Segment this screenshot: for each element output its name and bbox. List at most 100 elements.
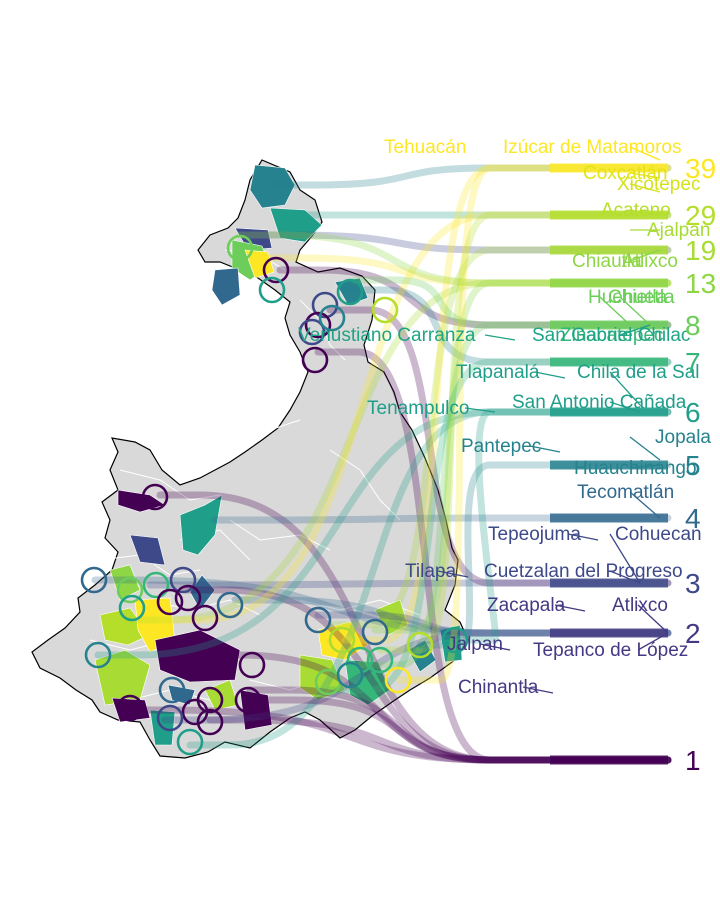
municipality-patch (374, 599, 409, 636)
municipality-label: Huehuetla (588, 287, 675, 308)
rank-label-29: 29 (685, 200, 716, 231)
municipality-marker (304, 311, 332, 339)
leader-line (629, 172, 661, 179)
leader-line (609, 401, 641, 413)
municipality-marker (169, 566, 197, 594)
municipality-marker (346, 646, 374, 674)
municipality-label: Atlixco (622, 251, 678, 272)
municipality-label: Xicotepec (617, 174, 700, 195)
municipality-label: Tecomatlán (577, 482, 674, 503)
municipality-label: Chila de la Sal (577, 362, 700, 383)
municipality-label: San Gabriel Chilac (532, 325, 690, 346)
flow-line (356, 321, 672, 669)
municipality-marker (234, 686, 262, 714)
leader-line (637, 632, 669, 651)
municipality-label: Jalpan (447, 634, 503, 655)
municipality-marker (336, 278, 364, 306)
rank-label-13: 13 (685, 268, 716, 299)
rank-label-4: 4 (685, 503, 701, 534)
flow-line (326, 358, 672, 694)
leader-line (534, 371, 566, 379)
flow-line (126, 706, 672, 764)
leader-line (609, 570, 641, 584)
municipality-label: Izúcar de Matamoros (503, 137, 681, 158)
flow-line (126, 279, 672, 624)
municipality-label: Tehuacán (384, 137, 466, 158)
flow-line (341, 164, 672, 644)
municipality-marker (328, 626, 356, 654)
municipality-label: Coxcatlán (583, 163, 668, 184)
leader-line (629, 183, 661, 193)
municipality-marker (258, 276, 286, 304)
municipality-marker (298, 318, 326, 346)
municipal-border (99, 554, 201, 576)
flow-line (351, 276, 672, 329)
leader-line (629, 491, 661, 519)
leader-line (629, 209, 661, 216)
leader-line (609, 371, 641, 406)
flow-line (181, 586, 672, 764)
rank-label-8: 8 (685, 310, 701, 341)
municipality-marker (311, 291, 339, 319)
municipality-marker (238, 651, 266, 679)
leader-line (464, 407, 496, 413)
leader-line (629, 249, 661, 262)
leader-line (484, 334, 516, 341)
municipality-label: Zacapala (487, 595, 566, 616)
flow-line (211, 514, 672, 524)
municipality-patch (189, 574, 216, 611)
municipality-marker (406, 631, 434, 659)
municipality-label: Venustiano Carranza (298, 325, 476, 346)
municipality-patch (244, 249, 275, 279)
municipality-marker (262, 256, 290, 284)
municipality-label: Chietla (608, 287, 668, 308)
leader-line (629, 436, 661, 461)
flow-line (196, 651, 672, 764)
leader-line (609, 533, 641, 584)
municipal-border (229, 519, 331, 551)
municipality-label: Cohuecan (615, 524, 702, 545)
municipality-marker (441, 626, 469, 654)
municipality-marker (156, 704, 184, 732)
municipality-marker (142, 571, 170, 599)
rank-label-39: 39 (685, 153, 716, 184)
flow-line (231, 596, 672, 637)
leader-line (522, 686, 554, 694)
municipality-marker (226, 234, 254, 262)
municipality-marker (361, 618, 389, 646)
municipality-marker (158, 676, 186, 704)
municipality-marker (84, 641, 112, 669)
municipality-marker (181, 698, 209, 726)
leader-line (629, 146, 661, 161)
municipality-label: Tepeojuma (488, 524, 581, 545)
municipality-marker (116, 576, 144, 604)
municipality-patch (211, 267, 241, 306)
flow-line (156, 211, 672, 624)
municipality-label: Ajalpan (647, 220, 710, 241)
municipality-marker (118, 594, 146, 622)
municipality-label: Pantepec (461, 436, 541, 457)
flow-line (376, 211, 672, 654)
flow-line (276, 266, 672, 329)
rank-label-7: 7 (685, 347, 701, 378)
flow-line (161, 629, 672, 724)
flow-line (341, 286, 672, 366)
flow-line (451, 408, 672, 644)
municipality-patch (129, 534, 166, 566)
rank-label-19: 19 (685, 235, 716, 266)
leader-line (619, 324, 651, 336)
leader-line (599, 296, 631, 326)
rank-label-6: 6 (685, 397, 701, 428)
flow-line (326, 306, 672, 587)
rank-label-5: 5 (685, 450, 701, 481)
municipality-marker (116, 694, 144, 722)
leader-line (567, 533, 599, 541)
flow-line (236, 231, 672, 287)
flow-line (371, 279, 672, 634)
municipal-border (239, 409, 301, 431)
municipality-label: Zinacatepec (560, 325, 664, 346)
rank-label-3: 3 (685, 568, 701, 599)
municipality-patch (94, 649, 151, 706)
flow-line (314, 611, 672, 637)
